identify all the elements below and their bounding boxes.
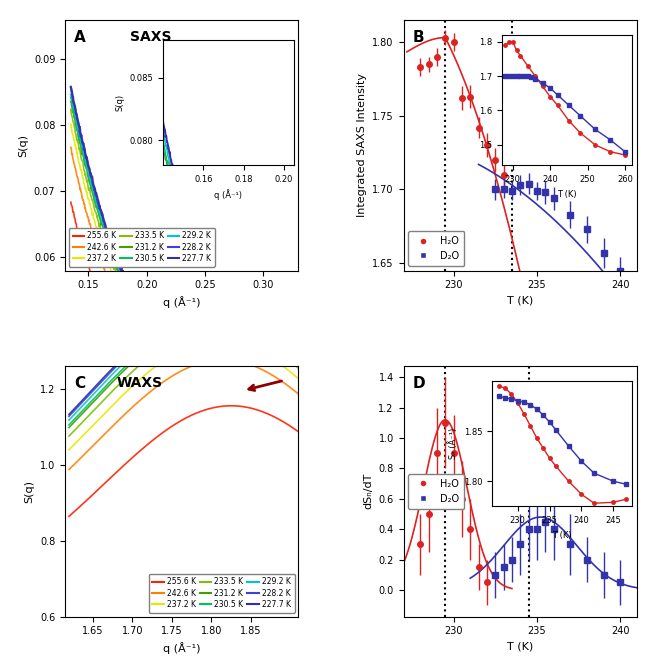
Text: SAXS: SAXS [131,30,172,44]
Legend: 255.6 K, 242.6 K, 237.2 K, 233.5 K, 231.2 K, 230.5 K, 229.2 K, 228.2 K, 227.7 K: 255.6 K, 242.6 K, 237.2 K, 233.5 K, 231.… [149,573,294,613]
X-axis label: q (Å⁻¹): q (Å⁻¹) [163,642,200,654]
Text: D: D [413,376,426,391]
X-axis label: T (K): T (K) [507,642,534,652]
Y-axis label: Integrated SAXS Intensity: Integrated SAXS Intensity [357,73,367,217]
X-axis label: T (K): T (K) [507,296,534,306]
Text: B: B [413,30,424,45]
Legend: 255.6 K, 242.6 K, 237.2 K, 233.5 K, 231.2 K, 230.5 K, 229.2 K, 228.2 K, 227.7 K: 255.6 K, 242.6 K, 237.2 K, 233.5 K, 231.… [69,227,215,267]
Y-axis label: S(q): S(q) [24,480,34,503]
Y-axis label: dSₙ/dT: dSₙ/dT [363,473,373,509]
Legend: H₂O, D₂O: H₂O, D₂O [408,231,465,266]
Text: WAXS: WAXS [116,376,162,390]
X-axis label: q (Å⁻¹): q (Å⁻¹) [163,296,200,308]
Text: A: A [74,30,86,45]
Y-axis label: S(q): S(q) [18,134,28,156]
Text: C: C [74,376,85,391]
Legend: H₂O, D₂O: H₂O, D₂O [408,474,465,509]
